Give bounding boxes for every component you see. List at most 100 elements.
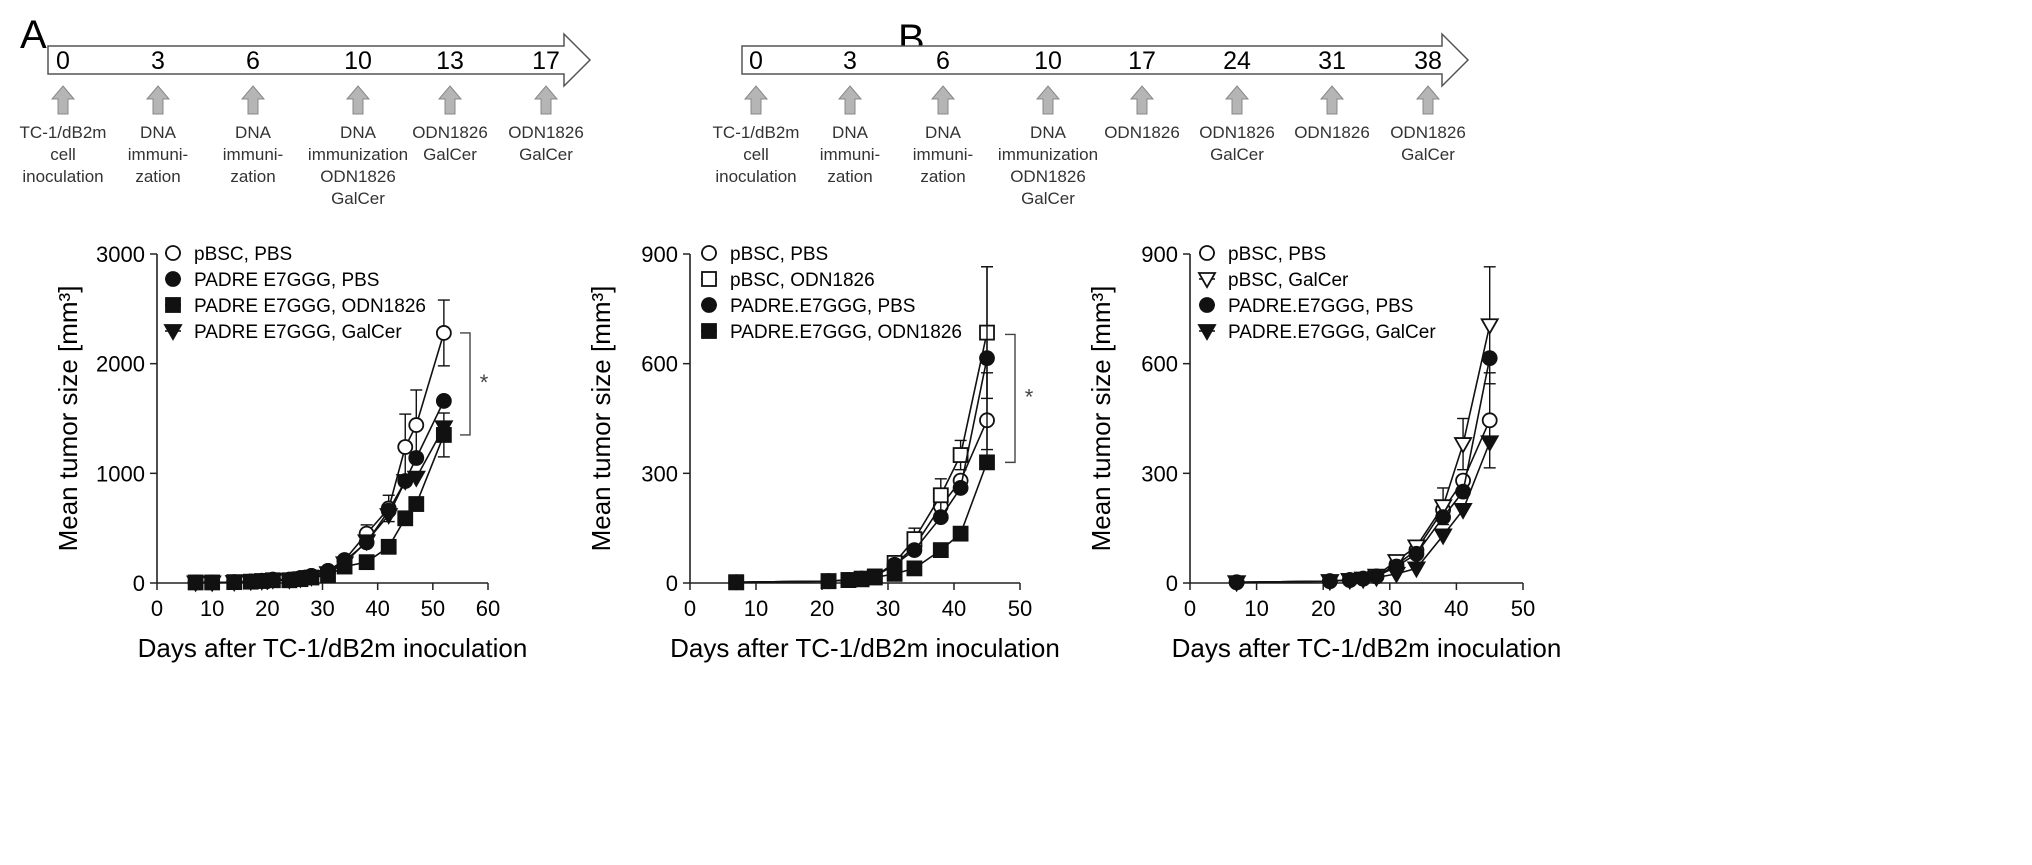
timeline-label: immunization: [998, 145, 1098, 164]
timeline-label: immuni-: [820, 145, 880, 164]
timeline-label: ODN1826: [1390, 123, 1466, 142]
series-0: [187, 299, 452, 591]
x-tick-label: 50: [1008, 596, 1032, 621]
data-point: [408, 450, 425, 466]
data-point: [380, 538, 397, 555]
timeline-arrow: [741, 32, 1470, 88]
data-point: [406, 470, 426, 488]
y-tick-label: 0: [1166, 571, 1178, 596]
legend-label: PADRE.E7GGG, GalCer: [1228, 322, 1436, 343]
up-arrow-icon: [1129, 85, 1155, 115]
timeline-day-6: 6: [246, 47, 260, 75]
data-point: [357, 534, 377, 552]
timeline-label: DNA: [832, 123, 869, 142]
y-tick-label: 300: [1141, 461, 1178, 486]
up-arrow-icon: [533, 85, 559, 115]
data-point: [1480, 318, 1500, 336]
data-point: [434, 420, 454, 438]
data-point: [701, 245, 717, 261]
series-0: [1228, 372, 1498, 591]
timeline-day-17: 17: [532, 47, 560, 75]
x-axis-label: Days after TC-1/dB2m inoculation: [1172, 633, 1562, 663]
data-point: [202, 575, 222, 593]
up-arrow-icon: [930, 85, 956, 115]
timeline-label: DNA: [1030, 123, 1067, 142]
timeline-label: DNA: [340, 123, 377, 142]
series-line: [195, 434, 445, 584]
up-arrow-icon: [837, 85, 863, 115]
series-3: [728, 454, 995, 591]
data-point: [1453, 437, 1473, 454]
data-point: [318, 566, 338, 583]
data-point: [186, 575, 206, 593]
timeline-label: GalCer: [331, 189, 385, 208]
data-point: [1386, 566, 1407, 584]
data-point: [1353, 572, 1373, 590]
timeline-label: zation: [827, 167, 872, 186]
data-point: [820, 573, 837, 590]
data-point: [397, 510, 414, 527]
timeline-label: cell: [50, 145, 76, 164]
timeline-label: inoculation: [22, 167, 103, 186]
x-axis-label: Days after TC-1/dB2m inoculation: [138, 633, 528, 663]
x-tick-label: 10: [200, 596, 224, 621]
timeline-label: inoculation: [715, 167, 796, 186]
data-point: [1435, 509, 1451, 526]
series-line: [1236, 441, 1491, 584]
data-point: [1197, 272, 1217, 289]
timeline-day-3: 3: [843, 47, 857, 75]
data-point: [979, 454, 995, 471]
x-tick-label: 0: [1184, 596, 1196, 621]
data-point: [1320, 574, 1340, 592]
x-tick-label: 0: [684, 596, 696, 621]
timeline-label: ODN1826: [508, 123, 584, 142]
timeline-label: ODN1826: [1294, 123, 1370, 142]
significance-bracket: [460, 332, 471, 436]
y-tick-label: 2000: [96, 352, 145, 377]
timeline-label: DNA: [925, 123, 962, 142]
x-tick-label: 60: [476, 596, 500, 621]
data-point: [952, 480, 969, 496]
data-point: [701, 323, 717, 339]
x-tick-label: 30: [1378, 596, 1402, 621]
legend-label: PADRE E7GGG, GalCer: [194, 322, 402, 343]
data-point: [1199, 245, 1215, 261]
legend-label: pBSC, GalCer: [1228, 270, 1349, 291]
data-point: [408, 417, 425, 433]
up-arrow-icon: [437, 85, 463, 115]
x-tick-label: 50: [421, 596, 445, 621]
legend-label: pBSC, PBS: [730, 244, 828, 265]
up-arrow-icon: [1224, 85, 1250, 115]
timeline-day-17: 17: [1128, 47, 1156, 75]
timeline-label: ODN1826: [412, 123, 488, 142]
up-arrow-icon: [240, 85, 266, 115]
significance-star: *: [480, 370, 489, 395]
x-tick-label: 20: [810, 596, 834, 621]
series-line: [736, 332, 988, 584]
data-point: [952, 525, 969, 542]
up-arrow-icon: [1035, 85, 1061, 115]
timeline-day-38: 38: [1414, 47, 1442, 75]
x-tick-label: 10: [1244, 596, 1268, 621]
y-tick-label: 0: [133, 571, 145, 596]
y-tick-label: 900: [1141, 242, 1178, 267]
y-axis-label: Mean tumor size [mm³]: [586, 286, 616, 552]
data-point: [165, 245, 181, 261]
series-line: [195, 400, 445, 584]
chart-panel-b-odn1826: 0 10 20 30 40 50 0 300 600 900 Days after TC-1/dB2…: [586, 242, 1060, 663]
data-point: [1408, 545, 1425, 562]
data-point: [1197, 324, 1217, 341]
data-point: [163, 324, 183, 341]
data-point: [1453, 502, 1473, 520]
data-point: [853, 571, 870, 588]
data-point: [701, 297, 717, 313]
y-tick-label: 900: [641, 242, 678, 267]
timeline-label: ODN1826: [1104, 123, 1180, 142]
data-point: [1406, 561, 1427, 579]
legend-label: PADRE.E7GGG, PBS: [730, 296, 915, 317]
up-arrow-icon: [743, 85, 769, 115]
data-point: [1199, 297, 1215, 313]
data-point: [165, 271, 181, 287]
data-point: [224, 575, 244, 592]
